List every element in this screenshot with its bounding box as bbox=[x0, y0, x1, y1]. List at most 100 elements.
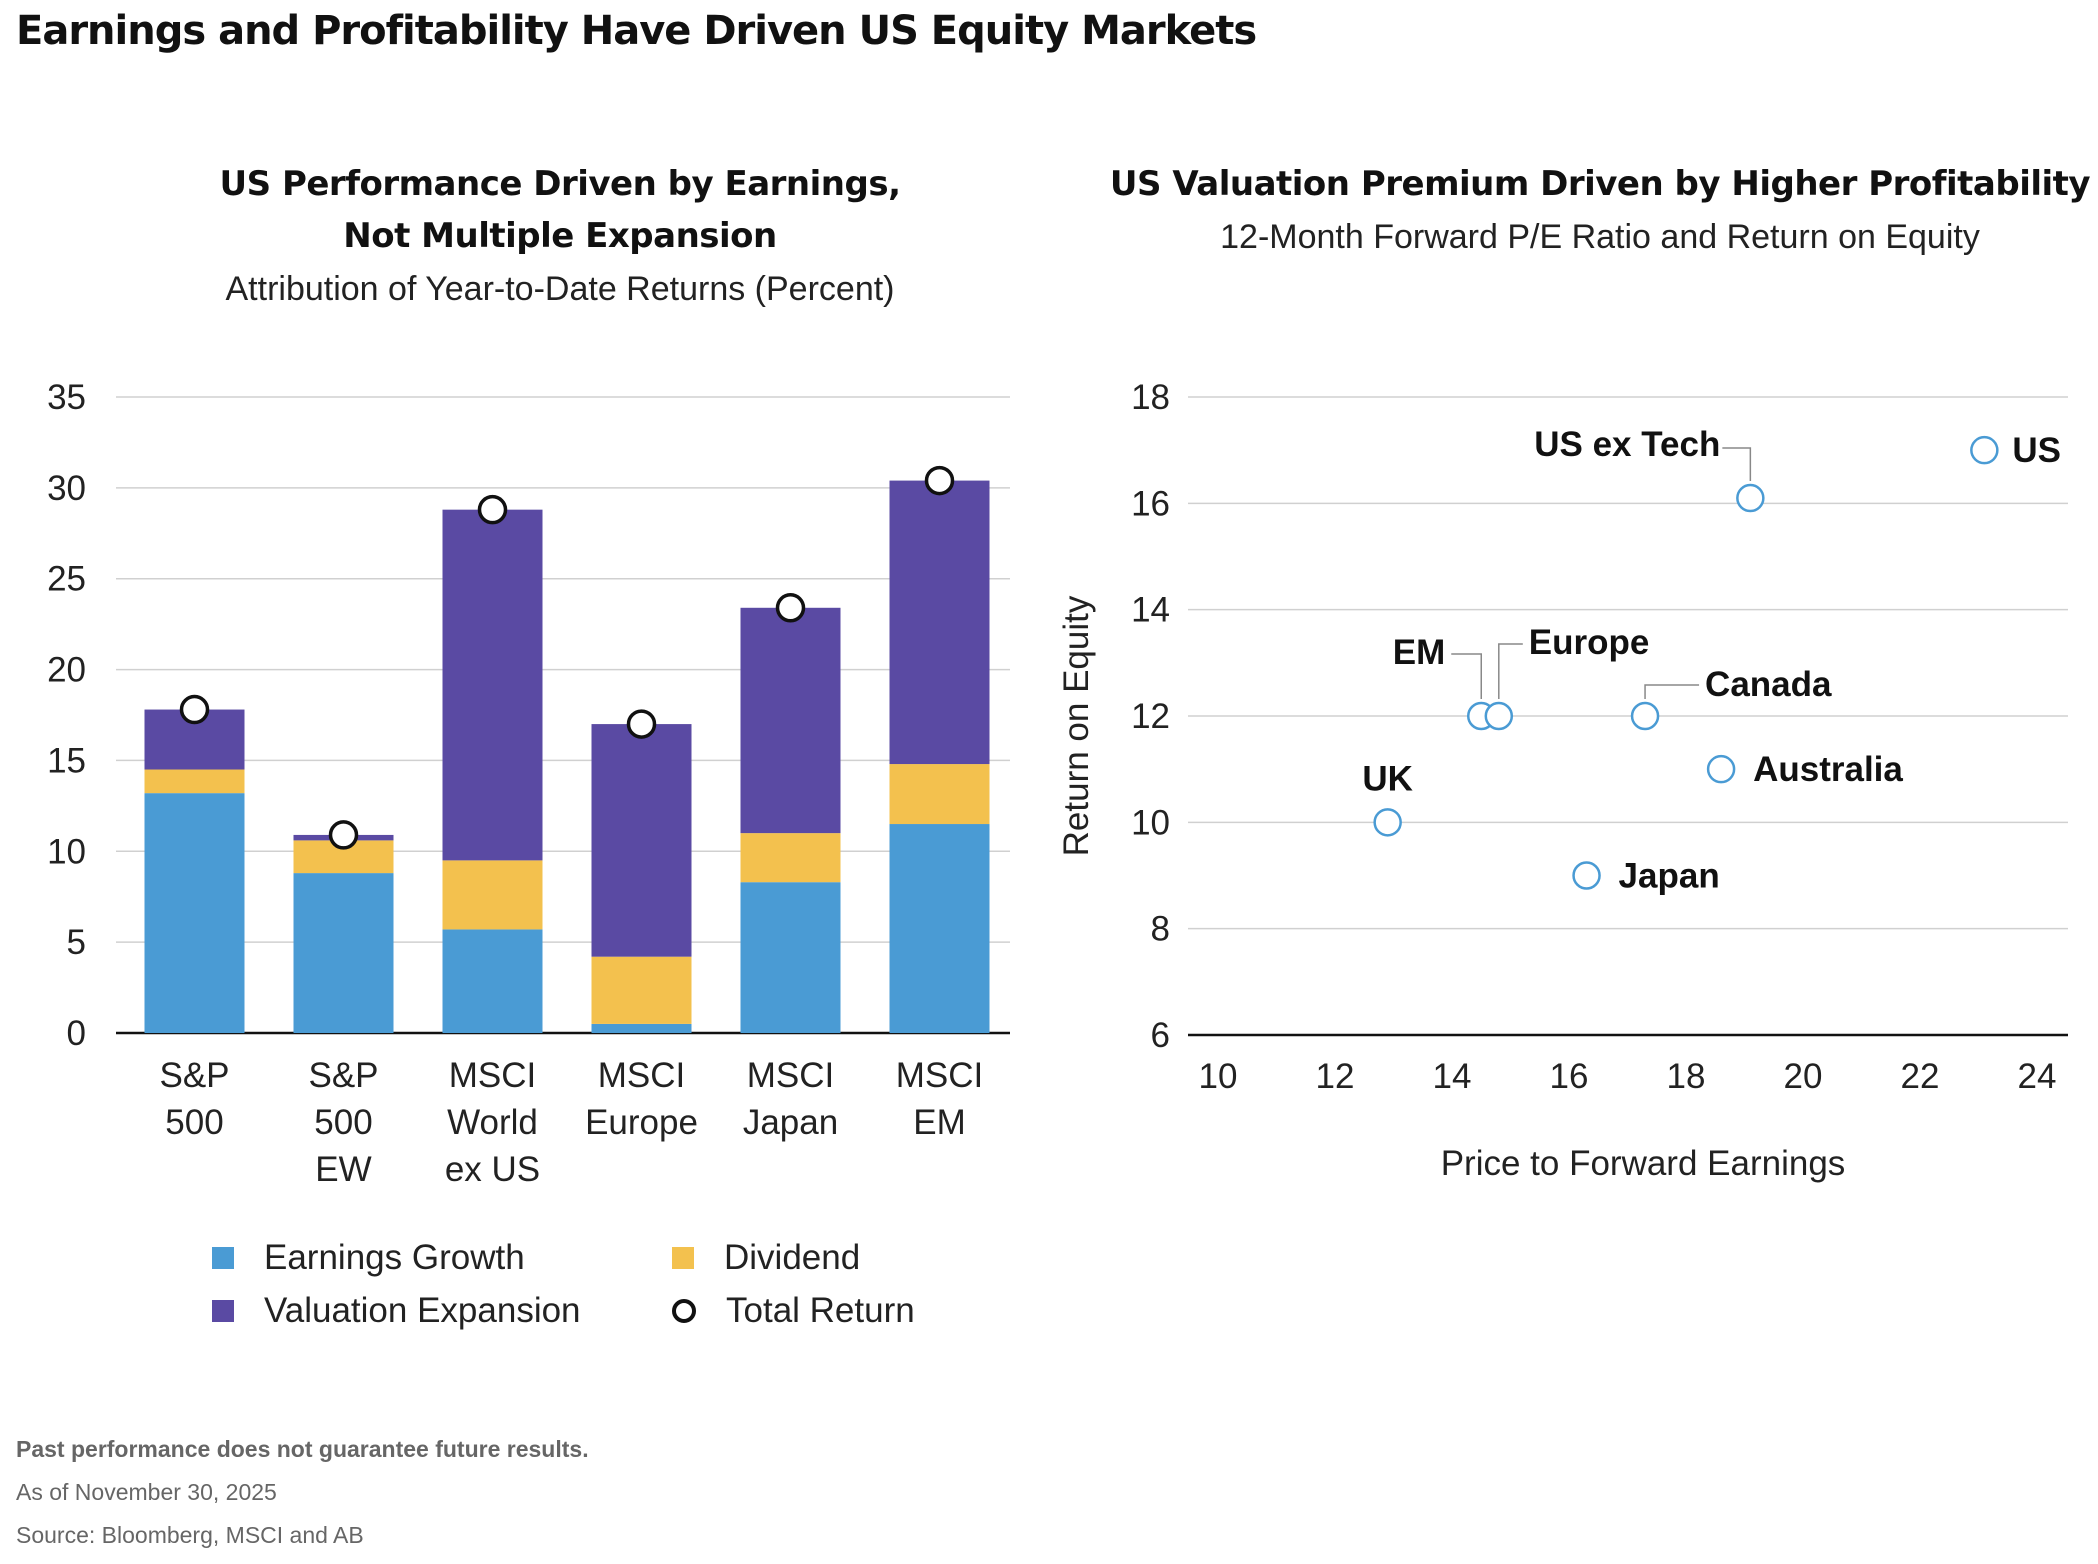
left-chart-title-line2: Not Multiple Expansion bbox=[343, 216, 777, 256]
scatter-point bbox=[1630, 701, 1660, 731]
x-tick-label: 24 bbox=[2018, 1057, 2057, 1096]
scatter-point bbox=[1572, 861, 1601, 890]
bar-dividend bbox=[889, 764, 990, 825]
right-chart-subtitle: 12-Month Forward P/E Ratio and Return on… bbox=[1220, 218, 1980, 256]
bar-dividend bbox=[740, 833, 841, 883]
bar-earnings-growth bbox=[144, 793, 245, 1033]
y-tick-label: 10 bbox=[1131, 803, 1170, 842]
left-chart-title-line1: US Performance Driven by Earnings, bbox=[219, 164, 901, 204]
bar-earnings-growth bbox=[293, 873, 394, 1033]
y-tick-label: 20 bbox=[47, 651, 86, 690]
leader-line bbox=[1722, 447, 1752, 482]
scatter-chart: 6 8 10 12 14 16 18 10 12 14 16 18 20 22 24 Price to For… bbox=[1057, 378, 2068, 1183]
scatter-point bbox=[1484, 701, 1514, 731]
y-tick-label: 30 bbox=[47, 469, 86, 508]
y-tick-label: 8 bbox=[1151, 910, 1170, 949]
legend-label-total: Total Return bbox=[726, 1291, 915, 1330]
footer-asof: As of November 30, 2025 bbox=[16, 1479, 277, 1505]
legend-label-dividend: Dividend bbox=[724, 1238, 861, 1277]
bar-earnings-growth bbox=[591, 1023, 692, 1033]
legend-item-total: Total Return bbox=[672, 1291, 915, 1331]
y-tick-label: 10 bbox=[47, 832, 86, 871]
total-return-marker bbox=[179, 694, 210, 725]
x-tick-label: 500 bbox=[165, 1103, 223, 1142]
bar-dividend bbox=[442, 860, 543, 930]
legend-item-dividend: Dividend bbox=[672, 1238, 860, 1278]
left-chart-title: US Performance Driven by Earnings, Not M… bbox=[100, 158, 1020, 262]
legend-label-earnings: Earnings Growth bbox=[264, 1238, 525, 1277]
x-tick-label: 18 bbox=[1667, 1057, 1706, 1096]
legend-item-earnings: Earnings Growth bbox=[212, 1238, 525, 1278]
x-tick-label: MSCI bbox=[896, 1056, 984, 1095]
y-tick-label: 18 bbox=[1131, 378, 1170, 417]
x-tick-label: 22 bbox=[1901, 1057, 1940, 1096]
scatter-point bbox=[1373, 808, 1402, 837]
x-tick-label: EM bbox=[913, 1103, 966, 1142]
legend-item-valuation: Valuation Expansion bbox=[212, 1291, 581, 1331]
bar-earnings-growth bbox=[442, 929, 543, 1033]
point-label: US bbox=[2012, 431, 2061, 470]
x-tick-label: 500 bbox=[314, 1103, 372, 1142]
total-return-marker bbox=[775, 593, 806, 623]
x-tick-label: 20 bbox=[1784, 1057, 1823, 1096]
legend-ring-total-icon bbox=[672, 1299, 696, 1323]
left-chart-subtitle: Attribution of Year-to-Date Returns (Per… bbox=[225, 270, 895, 308]
x-tick-label: 12 bbox=[1316, 1057, 1355, 1096]
bar-chart: 0 5 10 15 20 25 30 35 S&P 500 S&P 500 EW MSCI World ex … bbox=[47, 378, 1010, 1189]
point-label: Australia bbox=[1753, 750, 1903, 789]
leader-line bbox=[1498, 643, 1523, 699]
leader-line bbox=[1451, 653, 1482, 699]
point-label: US ex Tech bbox=[1534, 425, 1720, 464]
right-chart-title: US Valuation Premium Driven by Higher Pr… bbox=[1109, 164, 2091, 204]
scatter-point bbox=[1970, 435, 1999, 465]
y-tick-label: 5 bbox=[67, 923, 86, 962]
bar-valuation-expansion bbox=[740, 607, 841, 834]
bar-earnings-growth bbox=[889, 824, 990, 1033]
bar-valuation-expansion bbox=[442, 509, 543, 861]
total-return-marker bbox=[626, 709, 657, 739]
total-return-marker bbox=[477, 494, 508, 525]
bar-dividend bbox=[144, 769, 245, 794]
x-tick-label: MSCI bbox=[449, 1056, 537, 1095]
total-return-marker bbox=[924, 465, 955, 496]
y-tick-label: 14 bbox=[1131, 591, 1170, 630]
scatter-point bbox=[1706, 754, 1736, 784]
y-tick-label: 12 bbox=[1131, 697, 1170, 736]
x-tick-label: S&P bbox=[308, 1056, 378, 1095]
bar-earnings-growth bbox=[740, 882, 841, 1033]
x-axis-title: Price to Forward Earnings bbox=[1441, 1144, 1846, 1183]
y-tick-label: 6 bbox=[1151, 1016, 1170, 1055]
legend-label-valuation: Valuation Expansion bbox=[264, 1291, 581, 1330]
leader-line bbox=[1644, 684, 1700, 699]
x-tick-label: Europe bbox=[585, 1103, 698, 1142]
y-tick-label: 35 bbox=[47, 378, 86, 417]
y-tick-label: 0 bbox=[67, 1014, 86, 1053]
x-tick-label: 14 bbox=[1433, 1057, 1472, 1096]
point-label: Japan bbox=[1619, 857, 1720, 896]
y-tick-label: 15 bbox=[47, 741, 86, 780]
x-tick-label: S&P bbox=[159, 1056, 229, 1095]
x-tick-label: World bbox=[447, 1103, 538, 1142]
x-tick-label: MSCI bbox=[747, 1056, 835, 1095]
legend-swatch-valuation bbox=[212, 1300, 234, 1322]
x-tick-label: Japan bbox=[743, 1103, 838, 1142]
y-tick-label: 16 bbox=[1131, 484, 1170, 523]
x-tick-label: MSCI bbox=[598, 1056, 686, 1095]
y-tick-label: 25 bbox=[47, 560, 86, 599]
bar-valuation-expansion bbox=[591, 724, 692, 957]
point-label: EM bbox=[1393, 633, 1446, 672]
x-tick-label: EW bbox=[315, 1150, 371, 1189]
bar-dividend bbox=[591, 956, 692, 1024]
point-label: UK bbox=[1362, 759, 1413, 798]
legend-swatch-dividend bbox=[672, 1247, 694, 1269]
legend-swatch-earnings bbox=[212, 1247, 234, 1269]
x-tick-label: 10 bbox=[1199, 1057, 1238, 1096]
bar-valuation-expansion bbox=[889, 480, 990, 765]
footer-disclaimer: Past performance does not guarantee futu… bbox=[16, 1436, 589, 1462]
x-tick-label: 16 bbox=[1550, 1057, 1589, 1096]
page-title: Earnings and Profitability Have Driven U… bbox=[16, 8, 1257, 54]
point-label: Europe bbox=[1529, 623, 1650, 662]
footer-source: Source: Bloomberg, MSCI and AB bbox=[16, 1522, 364, 1548]
total-return-marker bbox=[328, 820, 359, 850]
x-tick-label: ex US bbox=[445, 1150, 540, 1189]
